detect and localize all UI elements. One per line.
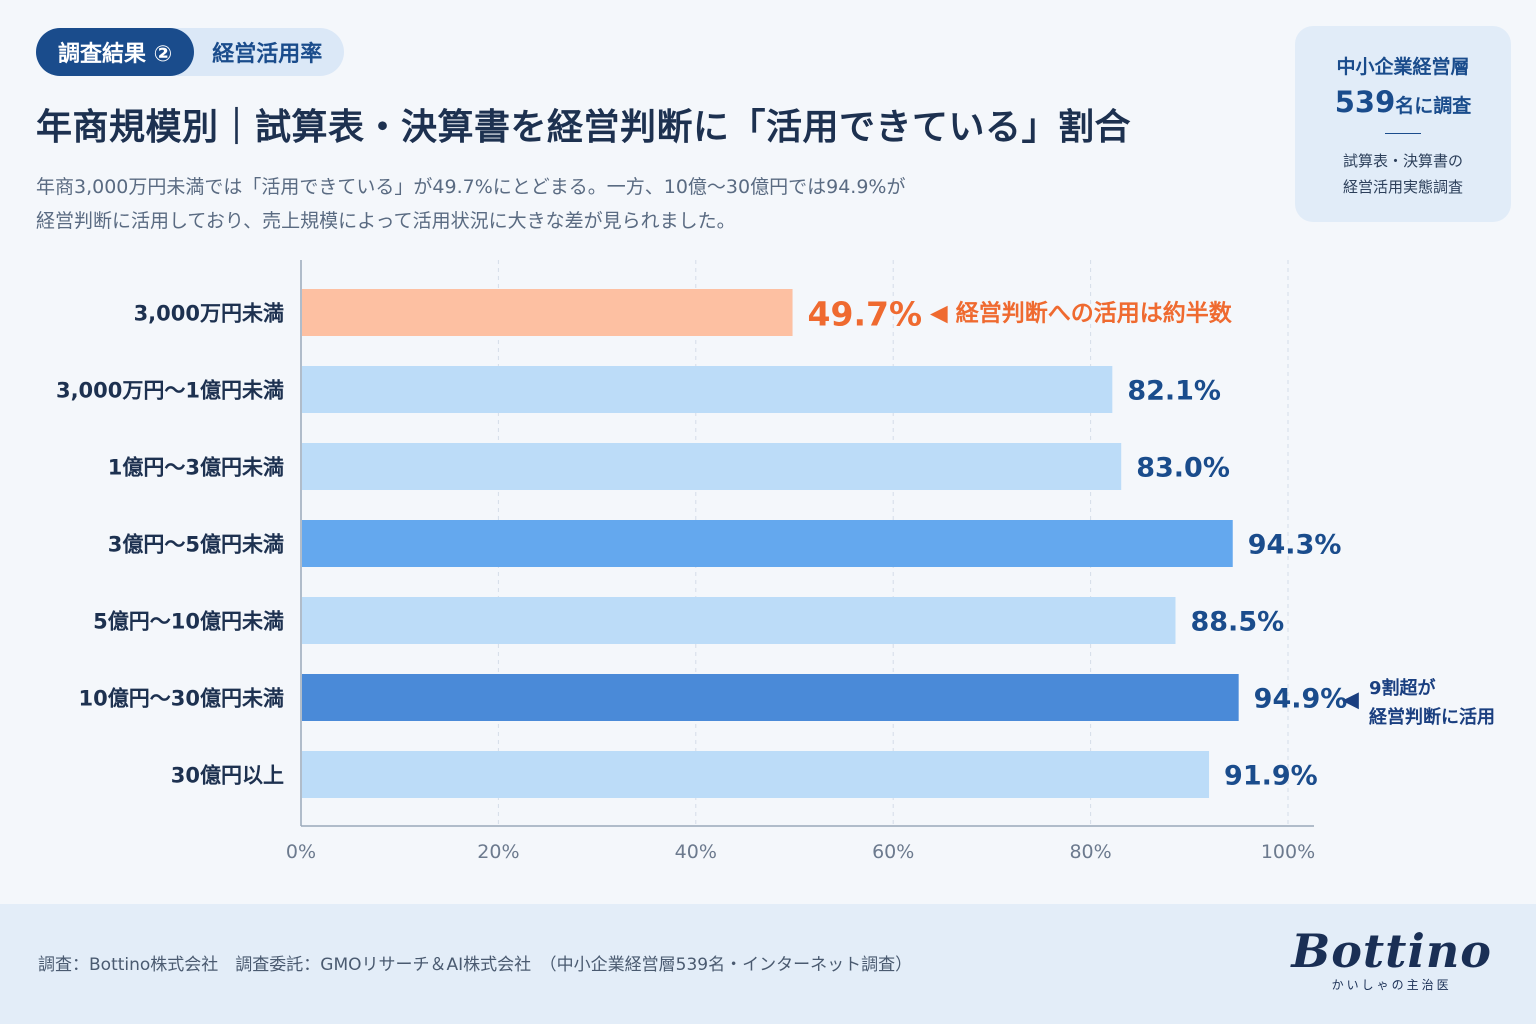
- annotation-half: ◀ 経営判断への活用は約半数: [930, 300, 1233, 327]
- bar: [302, 674, 1239, 721]
- bar-chart: 0% 20% 40% 60% 80% 100% 3,000万円未満 49.7% 3,000万円〜…: [56, 260, 1495, 863]
- page-subtitle: 年商3,000万円未満では「活用できている」が49.7%にとどまる。一方、10億…: [36, 170, 1216, 238]
- info-divider: [1385, 133, 1421, 134]
- info-survey-name-1: 試算表・決算書の: [1342, 152, 1463, 170]
- data-label: 49.7%: [808, 295, 923, 334]
- footer: 調査：Bottino株式会社 調査委託：GMOリサーチ＆AI株式会社 （中小企業…: [0, 904, 1536, 1024]
- bar: [302, 520, 1233, 567]
- info-count-number: 539: [1334, 85, 1396, 119]
- source-note: 調査：Bottino株式会社 調査委託：GMOリサーチ＆AI株式会社 （中小企業…: [38, 955, 913, 975]
- bar: [302, 289, 793, 336]
- data-label: 91.9%: [1224, 761, 1318, 792]
- category-label: 1億円〜3億円未満: [108, 456, 284, 480]
- category-label: 10億円〜30億円未満: [79, 687, 284, 711]
- x-tick-label: 100%: [1261, 841, 1315, 863]
- info-survey-name-2: 経営活用実態調査: [1342, 178, 1463, 196]
- brand-logo: Bottino かいしゃの主治医: [1291, 924, 1492, 993]
- category-label: 30億円以上: [171, 764, 284, 788]
- result-number-badge: 調査結果 ②: [36, 28, 195, 76]
- bar: [302, 597, 1176, 644]
- info-count: 539名に調査: [1295, 85, 1511, 119]
- annotation-over90-line1: 9割超が: [1369, 677, 1436, 699]
- survey-info-box: 中小企業経営層 539名に調査 試算表・決算書の 経営活用実態調査: [1295, 26, 1511, 222]
- data-label: 88.5%: [1190, 607, 1284, 638]
- category-label: 3,000万円未満: [134, 302, 284, 326]
- annotation-arrow: ◀: [1342, 688, 1359, 713]
- data-label: 82.1%: [1127, 376, 1221, 407]
- x-tick-label: 60%: [872, 841, 914, 863]
- logo-wordmark: Bottino: [1291, 924, 1492, 978]
- category-label: 3,000万円〜1億円未満: [56, 379, 284, 403]
- result-topic-label: 経営活用率: [212, 42, 323, 67]
- bar: [302, 366, 1113, 413]
- x-tick-label: 40%: [675, 841, 717, 863]
- data-label: 83.0%: [1136, 453, 1230, 484]
- x-tick-label: 0%: [286, 841, 316, 863]
- logo-tagline: かいしゃの主治医: [1331, 978, 1452, 992]
- info-count-suffix: 名に調査: [1395, 95, 1472, 117]
- page-title: 年商規模別｜試算表・決算書を経営判断に「活用できている」割合: [36, 107, 1132, 148]
- x-tick-label: 80%: [1069, 841, 1111, 863]
- bar: [302, 751, 1210, 798]
- subtitle-line-1: 年商3,000万円未満では「活用できている」が49.7%にとどまる。一方、10億…: [36, 176, 906, 198]
- category-label: 5億円〜10億円未満: [93, 610, 284, 634]
- result-badge: 調査結果 ② 経営活用率: [36, 28, 345, 76]
- bar: [302, 443, 1122, 490]
- annotation-over90-line2: 経営判断に活用: [1369, 706, 1495, 728]
- subtitle-line-2: 経営判断に活用しており、売上規模によって活用状況に大きな差が見られました。: [36, 210, 736, 232]
- data-label: 94.9%: [1254, 684, 1348, 715]
- category-label: 3億円〜5億円未満: [108, 533, 284, 557]
- info-respondents-label: 中小企業経営層: [1336, 56, 1470, 78]
- x-tick-label: 20%: [477, 841, 519, 863]
- data-label: 94.3%: [1248, 530, 1342, 561]
